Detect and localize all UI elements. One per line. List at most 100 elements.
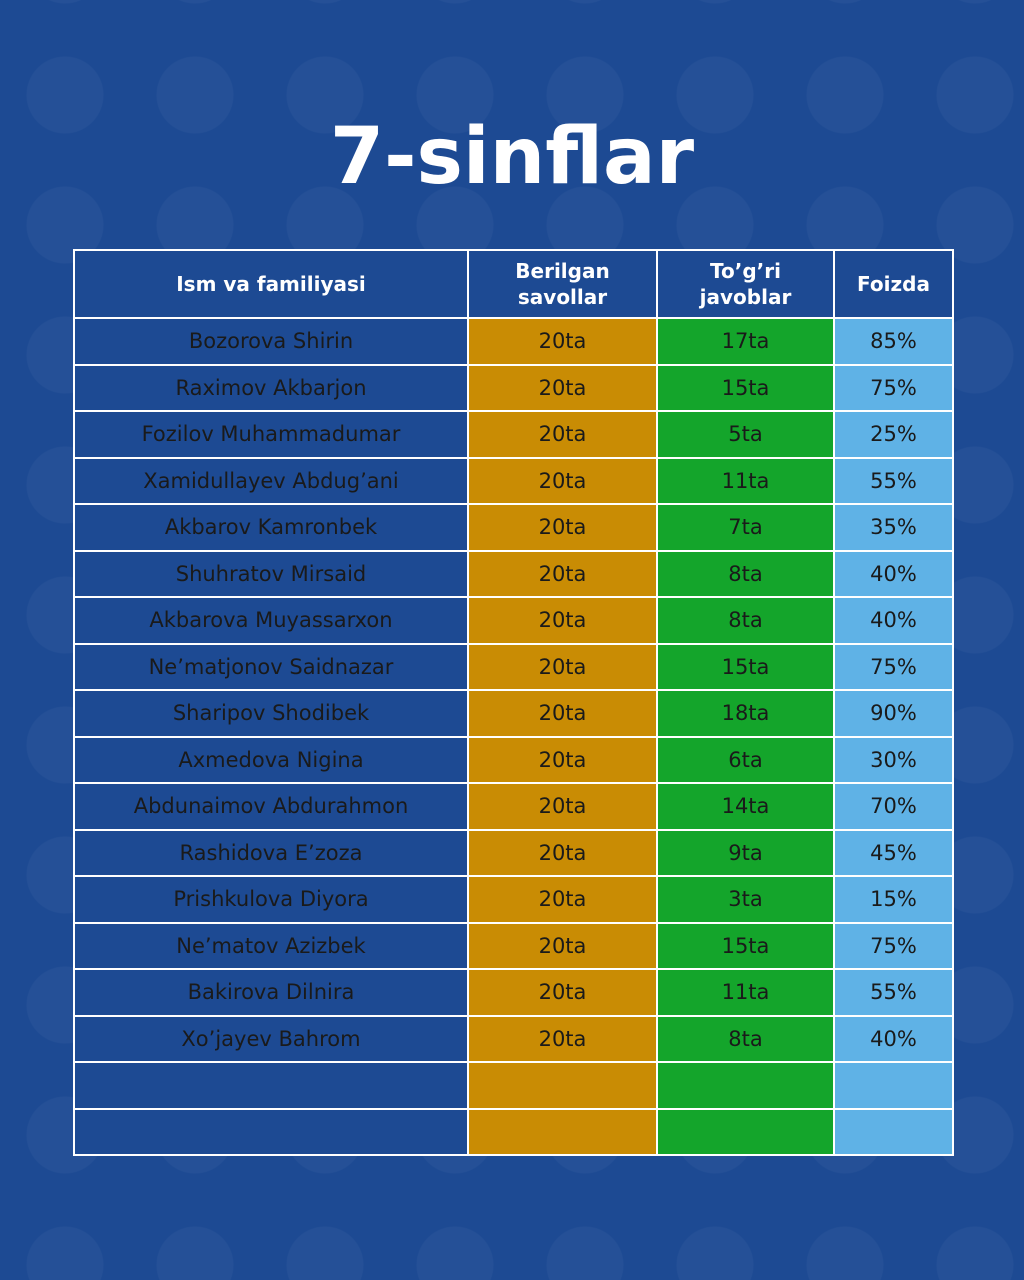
cell-given: 20ta bbox=[467, 549, 658, 598]
header-correct: To’g’ri javoblar bbox=[656, 249, 835, 319]
cell-name bbox=[73, 1061, 469, 1110]
table-row: Bakirova Dilnira 20ta 11ta 55% bbox=[73, 968, 954, 1017]
cell-name: Ne’matov Azizbek bbox=[73, 921, 469, 970]
cell-percent: 85% bbox=[833, 317, 954, 366]
cell-correct: 8ta bbox=[656, 1014, 835, 1063]
table-row: Prishkulova Diyora 20ta 3ta 15% bbox=[73, 875, 954, 924]
table-row: Rashidova E’zoza 20ta 9ta 45% bbox=[73, 828, 954, 877]
cell-percent: 55% bbox=[833, 456, 954, 505]
cell-given: 20ta bbox=[467, 828, 658, 877]
cell-percent: 40% bbox=[833, 596, 954, 645]
header-row: Ism va familiyasi Berilgan savollar To’g… bbox=[73, 249, 954, 319]
cell-correct: 3ta bbox=[656, 875, 835, 924]
cell-given: 20ta bbox=[467, 410, 658, 459]
cell-name: Akbarova Muyassarxon bbox=[73, 596, 469, 645]
header-name: Ism va familiyasi bbox=[73, 249, 469, 319]
table-row: Axmedova Nigina 20ta 6ta 30% bbox=[73, 735, 954, 784]
header-percent: Foizda bbox=[833, 249, 954, 319]
table-row: Ne’matjonov Saidnazar 20ta 15ta 75% bbox=[73, 642, 954, 691]
cell-given: 20ta bbox=[467, 968, 658, 1017]
table-row: Akbarova Muyassarxon 20ta 8ta 40% bbox=[73, 596, 954, 645]
cell-percent: 15% bbox=[833, 875, 954, 924]
cell-correct: 15ta bbox=[656, 642, 835, 691]
table-row bbox=[73, 1107, 954, 1156]
cell-percent: 75% bbox=[833, 363, 954, 412]
table-row bbox=[73, 1061, 954, 1110]
cell-percent: 40% bbox=[833, 1014, 954, 1063]
table-row: Akbarov Kamronbek 20ta 7ta 35% bbox=[73, 503, 954, 552]
cell-correct: 6ta bbox=[656, 735, 835, 784]
cell-percent: 30% bbox=[833, 735, 954, 784]
cell-percent: 75% bbox=[833, 921, 954, 970]
cell-percent: 90% bbox=[833, 689, 954, 738]
cell-given bbox=[467, 1107, 658, 1156]
cell-name: Ne’matjonov Saidnazar bbox=[73, 642, 469, 691]
cell-correct bbox=[656, 1061, 835, 1110]
cell-name: Xo’jayev Bahrom bbox=[73, 1014, 469, 1063]
cell-percent bbox=[833, 1061, 954, 1110]
cell-given: 20ta bbox=[467, 317, 658, 366]
cell-correct: 15ta bbox=[656, 921, 835, 970]
cell-given: 20ta bbox=[467, 456, 658, 505]
cell-percent: 35% bbox=[833, 503, 954, 552]
cell-correct: 8ta bbox=[656, 596, 835, 645]
table-header: Ism va familiyasi Berilgan savollar To’g… bbox=[73, 249, 954, 319]
cell-percent: 70% bbox=[833, 782, 954, 831]
cell-given: 20ta bbox=[467, 875, 658, 924]
cell-name: Akbarov Kamronbek bbox=[73, 503, 469, 552]
page-title: 7-sinflar bbox=[329, 112, 695, 202]
header-given-label: Berilgan savollar bbox=[515, 259, 610, 309]
cell-name: Bozorova Shirin bbox=[73, 317, 469, 366]
cell-given: 20ta bbox=[467, 921, 658, 970]
cell-correct: 9ta bbox=[656, 828, 835, 877]
table-row: Bozorova Shirin 20ta 17ta 85% bbox=[73, 317, 954, 366]
cell-given: 20ta bbox=[467, 689, 658, 738]
table-row: Xamidullayev Abdug’ani 20ta 11ta 55% bbox=[73, 456, 954, 505]
cell-correct: 11ta bbox=[656, 456, 835, 505]
cell-name: Raximov Akbarjon bbox=[73, 363, 469, 412]
table-row: Fozilov Muhammadumar 20ta 5ta 25% bbox=[73, 410, 954, 459]
cell-correct: 17ta bbox=[656, 317, 835, 366]
header-correct-label: To’g’ri javoblar bbox=[699, 259, 792, 309]
cell-correct: 14ta bbox=[656, 782, 835, 831]
table-row: Sharipov Shodibek 20ta 18ta 90% bbox=[73, 689, 954, 738]
cell-name bbox=[73, 1107, 469, 1156]
cell-given: 20ta bbox=[467, 735, 658, 784]
table-body: Bozorova Shirin 20ta 17ta 85% Raximov Akbarj… bbox=[73, 317, 954, 1156]
table-row: Xo’jayev Bahrom 20ta 8ta 40% bbox=[73, 1014, 954, 1063]
cell-name: Shuhratov Mirsaid bbox=[73, 549, 469, 598]
cell-percent: 45% bbox=[833, 828, 954, 877]
table-row: Shuhratov Mirsaid 20ta 8ta 40% bbox=[73, 549, 954, 598]
cell-name: Bakirova Dilnira bbox=[73, 968, 469, 1017]
cell-given: 20ta bbox=[467, 503, 658, 552]
cell-percent: 75% bbox=[833, 642, 954, 691]
cell-given: 20ta bbox=[467, 782, 658, 831]
cell-given bbox=[467, 1061, 658, 1110]
cell-percent: 40% bbox=[833, 549, 954, 598]
cell-correct: 7ta bbox=[656, 503, 835, 552]
cell-name: Fozilov Muhammadumar bbox=[73, 410, 469, 459]
cell-given: 20ta bbox=[467, 642, 658, 691]
results-table: Ism va familiyasi Berilgan savollar To’g… bbox=[73, 249, 954, 1156]
cell-given: 20ta bbox=[467, 363, 658, 412]
cell-correct bbox=[656, 1107, 835, 1156]
cell-percent: 55% bbox=[833, 968, 954, 1017]
cell-name: Rashidova E’zoza bbox=[73, 828, 469, 877]
cell-name: Prishkulova Diyora bbox=[73, 875, 469, 924]
cell-name: Axmedova Nigina bbox=[73, 735, 469, 784]
cell-correct: 11ta bbox=[656, 968, 835, 1017]
cell-correct: 5ta bbox=[656, 410, 835, 459]
cell-correct: 15ta bbox=[656, 363, 835, 412]
cell-name: Xamidullayev Abdug’ani bbox=[73, 456, 469, 505]
cell-given: 20ta bbox=[467, 596, 658, 645]
table-row: Ne’matov Azizbek 20ta 15ta 75% bbox=[73, 921, 954, 970]
cell-name: Sharipov Shodibek bbox=[73, 689, 469, 738]
cell-percent: 25% bbox=[833, 410, 954, 459]
table-row: Abdunaimov Abdurahmon 20ta 14ta 70% bbox=[73, 782, 954, 831]
table-row: Raximov Akbarjon 20ta 15ta 75% bbox=[73, 363, 954, 412]
cell-given: 20ta bbox=[467, 1014, 658, 1063]
cell-correct: 18ta bbox=[656, 689, 835, 738]
cell-percent bbox=[833, 1107, 954, 1156]
header-given: Berilgan savollar bbox=[467, 249, 658, 319]
cell-correct: 8ta bbox=[656, 549, 835, 598]
